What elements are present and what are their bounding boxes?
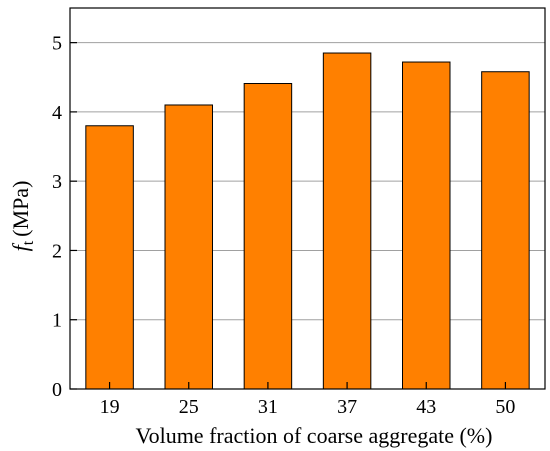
bar-31 bbox=[243, 83, 293, 390]
bar-25 bbox=[164, 104, 213, 390]
y-tick-label: 0 bbox=[52, 379, 62, 401]
y-tick-label: 4 bbox=[52, 102, 62, 124]
y-ticks: 0 1 2 3 4 5 bbox=[52, 33, 77, 401]
x-tick-label: 50 bbox=[495, 396, 515, 418]
y-tick-label: 5 bbox=[52, 33, 62, 55]
y-axis-title: ft (MPa) bbox=[8, 181, 37, 252]
y-axis-subscript: t bbox=[20, 240, 37, 245]
y-tick-label: 1 bbox=[52, 310, 62, 332]
gridlines bbox=[70, 42, 545, 321]
bar-37 bbox=[322, 52, 372, 390]
bar-43 bbox=[402, 61, 451, 390]
bar-50 bbox=[481, 71, 530, 390]
bar-19 bbox=[85, 125, 134, 390]
x-tick-label: 31 bbox=[258, 396, 278, 418]
y-axis-unit: (MPa) bbox=[8, 181, 33, 237]
x-ticks: 19 25 31 37 43 50 bbox=[100, 382, 515, 418]
y-axis-symbol: f bbox=[8, 242, 33, 251]
x-axis-title: Volume fraction of coarse aggregate (%) bbox=[136, 423, 493, 448]
x-tick-label: 19 bbox=[100, 396, 120, 418]
x-tick-label: 37 bbox=[337, 396, 357, 418]
x-tick-label: 25 bbox=[179, 396, 199, 418]
x-tick-label: 43 bbox=[416, 396, 436, 418]
plot-frame bbox=[69, 7, 546, 390]
y-tick-label: 2 bbox=[52, 240, 62, 262]
bars bbox=[85, 52, 530, 390]
y-tick-label: 3 bbox=[52, 171, 62, 193]
